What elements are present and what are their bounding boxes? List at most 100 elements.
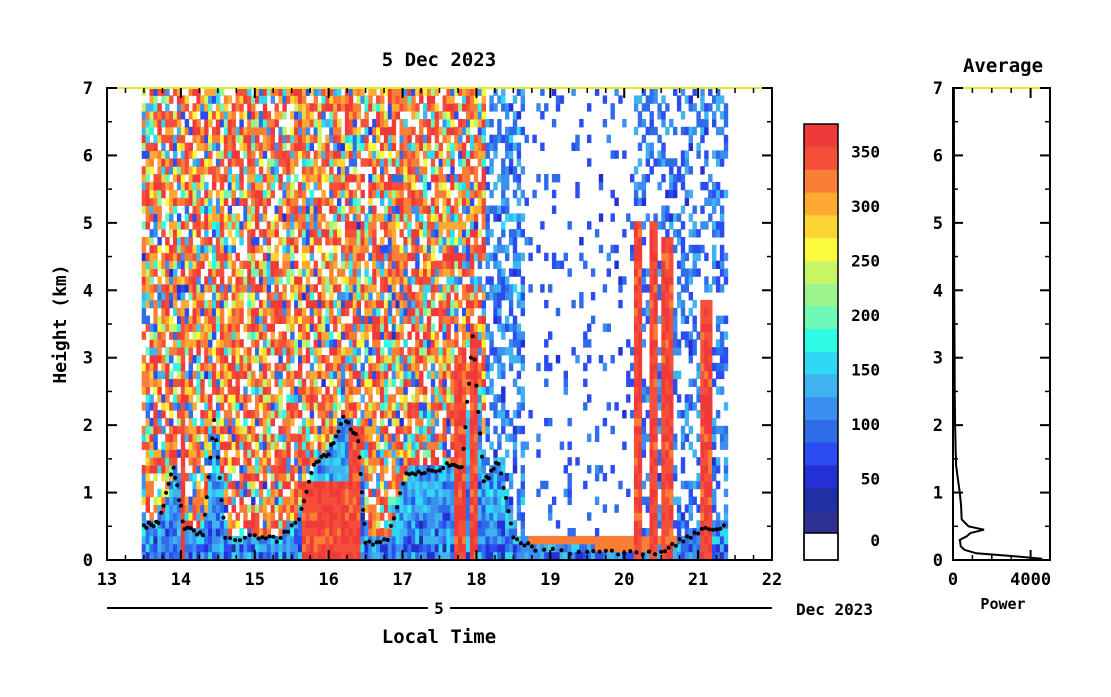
heatmap-cell — [391, 268, 397, 277]
heatmap-cell — [368, 410, 373, 419]
heatmap-cell — [454, 323, 459, 332]
heatmap-cell — [501, 480, 506, 490]
heatmap-cell — [290, 433, 295, 442]
heatmap-cell — [333, 551, 338, 560]
heatmap-cell — [376, 134, 381, 144]
heatmap-cell — [337, 268, 342, 277]
heatmap-cell — [380, 528, 385, 537]
heatmap-cell — [508, 166, 514, 175]
heatmap-cell — [270, 402, 275, 411]
heatmap-cell — [446, 299, 451, 309]
heatmap-cell — [454, 299, 459, 309]
heatmap-cell — [512, 551, 518, 560]
heatmap-cell — [415, 331, 420, 340]
heatmap-cell — [317, 111, 322, 120]
heatmap-cell — [180, 174, 186, 183]
heatmap-cell — [391, 520, 397, 529]
heatmap-cell — [215, 252, 221, 262]
heatmap-cell — [489, 362, 494, 372]
heatmap-cell — [266, 87, 272, 96]
heatmap-cell — [255, 244, 260, 254]
heatmap-cell — [247, 528, 252, 537]
heatmap-cell — [446, 307, 451, 317]
heatmap-cell — [368, 229, 373, 238]
heatmap-cell — [282, 410, 287, 419]
heatmap-cell — [173, 488, 178, 498]
heatmap-cell — [180, 488, 186, 498]
heatmap-cell — [251, 205, 256, 214]
heatmap-cell — [462, 237, 467, 246]
heatmap-cell — [380, 150, 385, 159]
heatmap-cell — [325, 252, 330, 262]
heatmap-cell — [290, 504, 295, 513]
heatmap-cell — [465, 504, 471, 513]
heatmap-cell — [442, 496, 447, 505]
heatmap-cell — [380, 292, 385, 301]
heatmap-cell — [458, 417, 463, 427]
heatmap-cell — [419, 307, 424, 317]
heatmap-cell — [208, 528, 213, 537]
heatmap-cell — [215, 126, 221, 136]
heatmap-cell — [536, 433, 541, 442]
heatmap-cell — [477, 134, 483, 144]
heatmap-cell — [380, 126, 385, 136]
heatmap-cell — [442, 111, 447, 120]
heatmap-cell — [446, 213, 451, 222]
heatmap-cell — [157, 150, 162, 159]
heatmap-cell — [294, 410, 299, 419]
heatmap-cell — [505, 417, 510, 427]
heatmap-cell — [204, 433, 209, 442]
heatmap-cell — [255, 347, 260, 356]
heatmap-cell — [180, 402, 186, 411]
heatmap-cell — [348, 386, 354, 395]
heatmap-cell — [415, 244, 420, 254]
heatmap-cell — [235, 268, 240, 277]
heatmap-cell — [153, 504, 158, 513]
heatmap-cell — [274, 103, 279, 112]
heatmap-cell — [395, 370, 400, 380]
heatmap-cell — [294, 394, 299, 403]
heatmap-cell — [446, 111, 451, 120]
heatmap-cell — [442, 488, 447, 498]
heatmap-cell — [313, 520, 318, 529]
heatmap-cell — [489, 331, 494, 340]
heatmap-cell — [329, 276, 334, 285]
heatmap-cell — [282, 299, 287, 309]
heatmap-cell — [391, 457, 397, 466]
heatmap-cell — [516, 331, 522, 340]
heatmap-cell — [313, 512, 318, 521]
heatmap-cell — [614, 87, 619, 96]
heatmap-cell — [204, 331, 209, 340]
heatmap-cell — [419, 189, 424, 199]
heatmap-cell — [255, 473, 260, 482]
heatmap-cell — [454, 307, 459, 317]
heatmap-cell — [469, 252, 475, 262]
heatmap-cell — [489, 480, 494, 490]
heatmap-cell — [301, 535, 307, 545]
heatmap-cell — [200, 134, 205, 144]
heatmap-cell — [333, 134, 338, 144]
heatmap-cell — [274, 229, 279, 238]
heatmap-cell — [391, 244, 397, 254]
heatmap-cell — [501, 221, 506, 230]
heatmap-cell — [200, 252, 205, 262]
heatmap-cell — [309, 292, 315, 301]
heatmap-cell — [430, 339, 436, 348]
heatmap-cell — [176, 111, 182, 120]
heatmap-cell — [419, 134, 424, 144]
heatmap-cell — [219, 229, 225, 238]
heatmap-cell — [169, 378, 174, 387]
heatmap-cell — [149, 111, 154, 120]
heatmap-cell — [262, 260, 268, 269]
heatmap-cell — [200, 339, 205, 348]
heatmap-cell — [305, 417, 311, 427]
heatmap-cell — [497, 174, 502, 183]
heatmap-cell — [434, 126, 440, 136]
heatmap-cell — [282, 213, 287, 222]
heatmap-cell — [364, 276, 369, 285]
heatmap-cell — [282, 347, 287, 356]
heatmap-cell — [188, 378, 193, 387]
heatmap-cell — [235, 535, 240, 545]
heatmap-cell — [219, 520, 225, 529]
heatmap-cell — [579, 535, 584, 545]
